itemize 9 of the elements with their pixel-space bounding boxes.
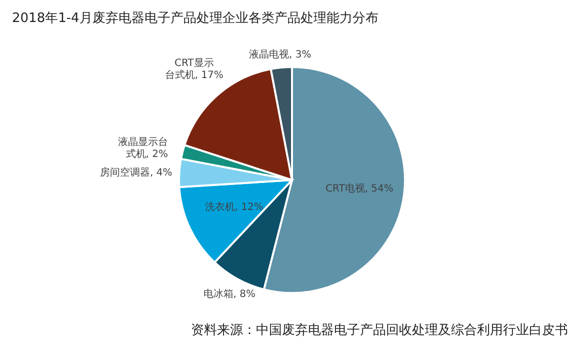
slice-label: 电冰箱, 8% [203,288,256,300]
slice-label: 液晶电视, 3% [249,48,312,61]
slice-label: CRT电视, 54% [326,182,394,195]
chart-title: 2018年1-4月废弃电器电子产品处理企业各类产品处理能力分布 [12,10,378,26]
slice-label: 房间空调器, 4% [100,166,172,178]
slice-label: 液晶显示台式机, 2% [118,136,168,160]
slice-label: 洗衣机, 12% [204,201,264,214]
text: 资料来源：中国废弃电器电子产品回收处理及综合利用行业白皮书 [191,322,568,338]
slice-label: CRT显示台式机, 17% [164,58,224,81]
